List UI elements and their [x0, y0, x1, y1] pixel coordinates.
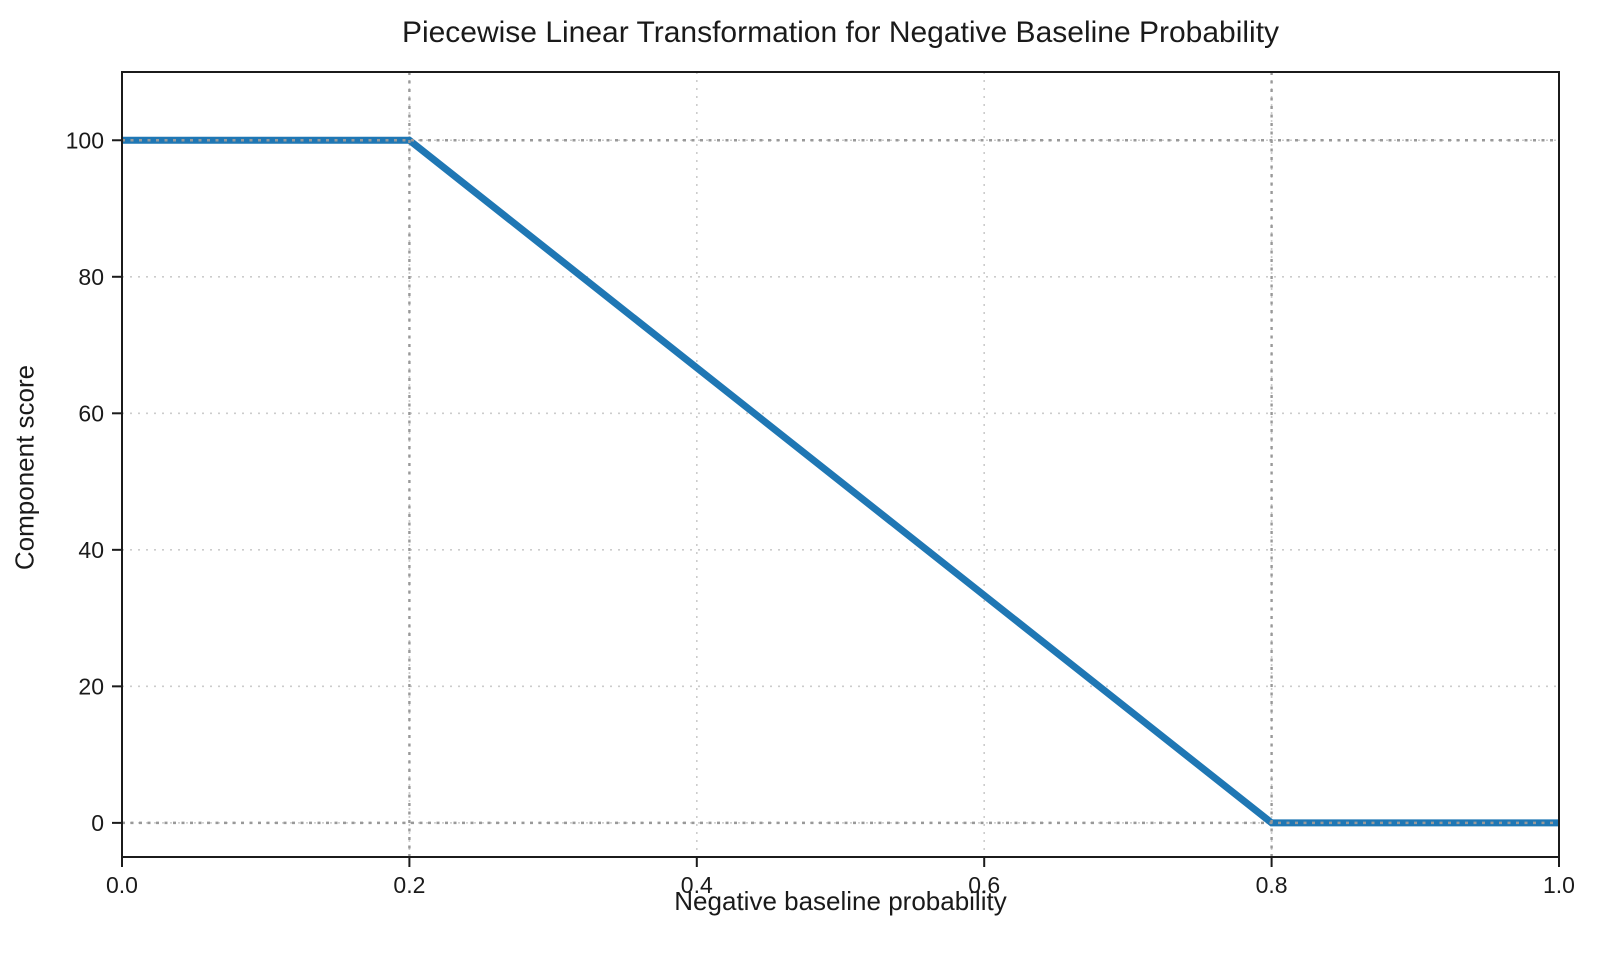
data-line [122, 136, 1559, 827]
x-tick-label: 0.0 [106, 872, 138, 898]
y-tick-label: 60 [78, 400, 104, 426]
chart-title: Piecewise Linear Transformation for Nega… [401, 16, 1280, 49]
y-tick-label: 20 [78, 673, 104, 699]
y-tick-label: 0 [91, 810, 104, 836]
x-tick-label: 1.0 [1543, 872, 1575, 898]
x-tick-label: 0.6 [968, 872, 1000, 898]
x-tick-label: 0.4 [681, 872, 713, 898]
x-tick-label: 0.2 [393, 872, 425, 898]
x-tick-label: 0.8 [1256, 872, 1288, 898]
plot-spines [121, 71, 1560, 858]
y-tick-label: 40 [78, 537, 104, 563]
x-axis-label: Negative baseline probability [674, 886, 1007, 916]
y-tick-label: 80 [78, 264, 104, 290]
y-tick-label: 100 [66, 127, 104, 153]
